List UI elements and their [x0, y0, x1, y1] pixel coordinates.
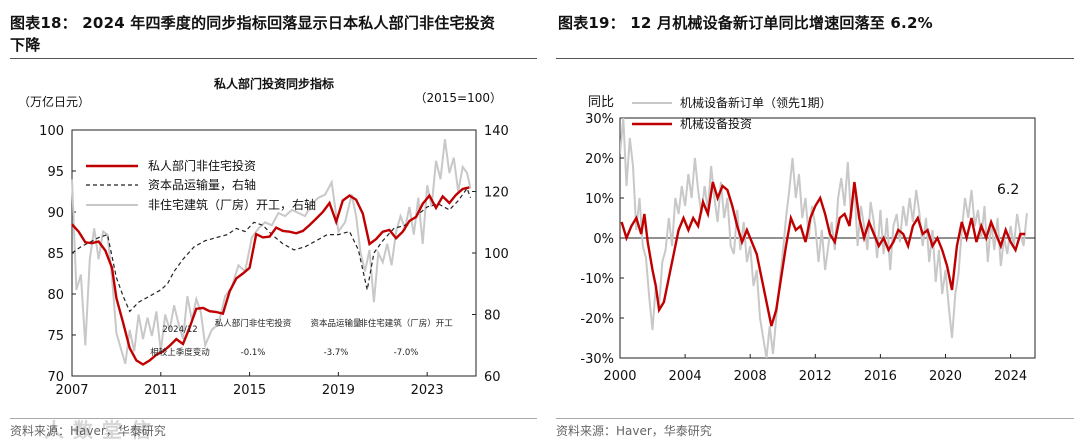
chart-right: 同比 30% 20% 10% 0% -10% -20% -30% 2000 2004 2008 201… [580, 95, 1036, 384]
y-tick-label-right: -20% [580, 312, 614, 327]
x-tick-label-right: 2008 [734, 369, 767, 384]
title-rule-right [556, 58, 1074, 59]
y-left-tick-label: 80 [47, 288, 64, 303]
inset-table-date: 2024/12 [162, 325, 197, 335]
watermark: 人 数 堂 信 [44, 414, 152, 443]
x-tick-label-right: 2024 [994, 369, 1027, 384]
inset-table-value-1: -0.1% [241, 348, 266, 358]
left-figure: 图表18： 2024 年四季度的同步指标回落显示日本私人部门非住宅投资 下降 私… [10, 12, 537, 443]
y-axis-label-right: 同比 [588, 95, 614, 110]
inset-table-value-2: -3.7% [324, 348, 349, 358]
figure-title-left-line1: 图表18： 2024 年四季度的同步指标回落显示日本私人部门非住宅投资 [10, 14, 496, 32]
x-tick-label-right: 2004 [669, 369, 702, 384]
watermark-text: 人 数 堂 信 [44, 418, 152, 442]
inset-table-row-label: 相较上季度变动 [150, 347, 210, 358]
series-line-right-1 [620, 118, 1028, 358]
footer-rule-left [10, 418, 537, 419]
legend-label-left-1: 私人部门非住宅投资 [148, 158, 256, 173]
footer-rule-right [556, 418, 1074, 419]
right-figure: 图表19： 12 月机械设备新订单同比增速回落至 6.2% 同比 30% 20% 10… [548, 0, 1080, 444]
x-tick-label-right: 2016 [864, 369, 897, 384]
figure-title-left: 图表18： 2024 年四季度的同步指标回落显示日本私人部门非住宅投资 下降 [10, 12, 535, 56]
y-tick-label-right: -30% [580, 352, 614, 367]
y-tick-label-right: 20% [585, 152, 614, 167]
y-right-tick-label: 140 [484, 124, 509, 139]
y-right-tick-label: 120 [484, 186, 509, 201]
x-tick-label-right: 2000 [603, 369, 636, 384]
x-tick-label-left: 2019 [322, 383, 355, 398]
x-tick-label-right: 2012 [799, 369, 832, 384]
y-tick-label-right: 0% [593, 232, 614, 247]
y-left-tick-label: 95 [47, 165, 64, 180]
inset-table-header-1: 私人部门非住宅投资 [215, 318, 292, 329]
figure-title-right-text: 图表19： 12 月机械设备新订单同比增速回落至 6.2% [558, 14, 933, 32]
series-line-left-3 [71, 139, 472, 364]
chart-title-left: 私人部门投资同步指标 [213, 76, 334, 91]
x-tick-label-left: 2015 [233, 383, 266, 398]
y-left-tick-label: 70 [47, 370, 64, 385]
y-left-tick-label: 85 [47, 247, 64, 262]
inset-table-header-2: 资本品运输量 [310, 318, 362, 329]
y-left-tick-label: 75 [47, 329, 64, 344]
y-tick-label-right: -10% [580, 272, 614, 287]
figure-title-left-line2: 下降 [10, 36, 41, 54]
series-line-left-1 [71, 186, 470, 366]
legend-label-right-1: 机械设备新订单（领先1期） [680, 95, 832, 110]
source-left: 资料来源：Haver，华泰研究 [10, 422, 166, 439]
y-right-tick-label: 100 [484, 247, 509, 262]
y-tick-label-right: 30% [585, 112, 614, 127]
figure-title-right: 图表19： 12 月机械设备新订单同比增速回落至 6.2% [558, 12, 933, 34]
y-right-tick-label: 60 [484, 370, 501, 385]
source-left-text: 资料来源：Haver，华泰研究 [10, 424, 166, 438]
source-right: 资料来源：Haver，华泰研究 [556, 422, 712, 439]
x-tick-label-right: 2020 [929, 369, 962, 384]
x-tick-label-left: 2023 [411, 383, 444, 398]
y-left-tick-label: 100 [39, 124, 64, 139]
series-line-right-2 [620, 181, 1026, 327]
x-tick-label-left: 2007 [55, 383, 88, 398]
inset-table-value-3: -7.0% [394, 348, 419, 358]
legend-label-right-2: 机械设备投资 [680, 116, 752, 131]
title-rule-left [10, 58, 537, 59]
legend-label-left-3: 非住宅建筑（厂房）开工，右轴 [148, 197, 316, 212]
x-tick-label-left: 2011 [144, 383, 177, 398]
y-right-tick-label: 80 [484, 309, 501, 324]
base-year-note: （2015=100） [415, 91, 503, 105]
series-line-left-2 [71, 187, 472, 313]
source-right-text: 资料来源：Haver，华泰研究 [556, 424, 712, 438]
y-axis-label-left: （万亿日元） [18, 94, 90, 109]
inset-table-header-3: 非住宅建筑（厂房）开工 [359, 318, 453, 329]
y-tick-label-right: 10% [585, 192, 614, 207]
legend-label-left-2: 资本品运输量，右轴 [148, 177, 256, 192]
y-left-tick-label: 90 [47, 206, 64, 221]
chart-left: 私人部门投资同步指标 （万亿日元） （2015=100） 70 75 80 85 90 95 10… [18, 76, 509, 398]
annotation-latest-value: 6.2 [997, 182, 1019, 198]
